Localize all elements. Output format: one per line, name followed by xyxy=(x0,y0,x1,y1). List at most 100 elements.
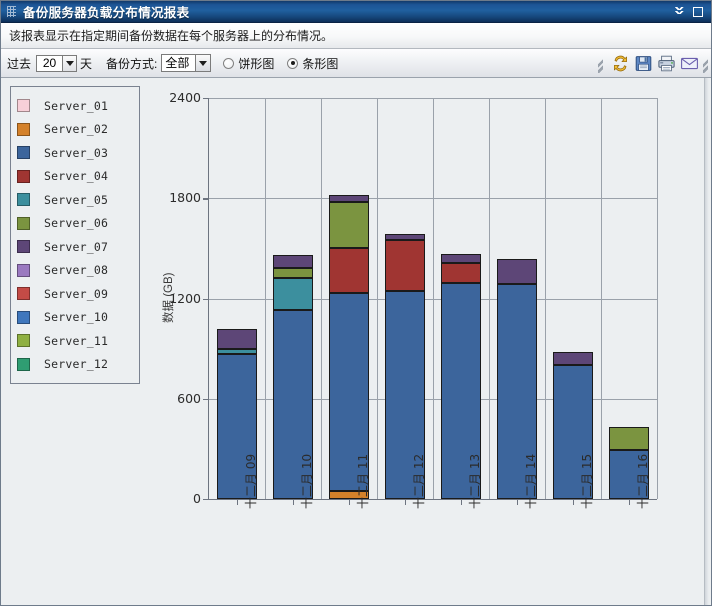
window-title: 备份服务器负载分布情况报表 xyxy=(23,6,190,20)
collapse-button[interactable] xyxy=(672,5,686,19)
bar-segment[interactable] xyxy=(217,328,257,349)
chart-type-radios: 饼形图 条形图 xyxy=(223,55,351,72)
x-tick-label: 十二月 11 xyxy=(356,453,370,509)
backup-mode-label: 备份方式: xyxy=(106,56,158,71)
bar-segment[interactable] xyxy=(217,353,257,499)
bar-segment[interactable] xyxy=(217,348,257,354)
x-tick-mark xyxy=(237,499,239,505)
legend-item[interactable]: Server_09 xyxy=(17,282,135,306)
refresh-icon[interactable] xyxy=(611,54,630,73)
bar-segment[interactable] xyxy=(273,277,313,311)
y-tick-mark xyxy=(203,298,209,300)
legend-item[interactable]: Server_01 xyxy=(17,94,135,118)
bar-segment[interactable] xyxy=(273,310,313,499)
legend-label: Server_10 xyxy=(44,310,109,325)
radio-circle-icon xyxy=(223,57,235,69)
bar-segment[interactable] xyxy=(385,240,425,291)
bar-segment[interactable] xyxy=(385,290,425,499)
legend-label: Server_03 xyxy=(44,145,109,160)
plot-area xyxy=(203,98,658,505)
x-tick-label: 十二月 12 xyxy=(412,453,426,509)
bar-segment[interactable] xyxy=(385,234,425,241)
radio-bar-chart[interactable]: 条形图 xyxy=(287,55,338,72)
radio-circle-selected-icon xyxy=(287,57,299,69)
legend-item[interactable]: Server_12 xyxy=(17,353,135,377)
legend-item[interactable]: Server_02 xyxy=(17,118,135,142)
legend-label: Server_02 xyxy=(44,122,109,137)
legend-label: Server_07 xyxy=(44,239,109,254)
legend-label: Server_01 xyxy=(44,98,109,113)
gridline-vertical xyxy=(489,98,490,499)
save-icon[interactable] xyxy=(634,54,653,73)
x-tick-label: 十二月 10 xyxy=(300,453,314,509)
bar-segment[interactable] xyxy=(609,427,649,450)
backup-mode-value[interactable]: 全部 xyxy=(161,54,196,72)
legend-swatch xyxy=(17,263,30,277)
bar-stack[interactable] xyxy=(385,98,425,499)
bar-segment[interactable] xyxy=(497,259,537,285)
grip-icon xyxy=(7,6,16,17)
bar-segment[interactable] xyxy=(329,247,369,293)
legend-swatch xyxy=(17,216,30,230)
legend-item[interactable]: Server_05 xyxy=(17,188,135,212)
report-description: 该报表显示在指定期间备份数据在每个服务器上的分布情况。 xyxy=(1,23,711,49)
legend-label: Server_04 xyxy=(44,169,109,184)
days-dropdown-button[interactable] xyxy=(62,54,78,72)
bar-segment[interactable] xyxy=(553,365,593,499)
legend-swatch xyxy=(17,122,30,136)
legend-item[interactable]: Server_04 xyxy=(17,165,135,189)
gridline-vertical xyxy=(657,98,658,499)
legend-swatch xyxy=(17,240,30,254)
y-tick-label: 1800 xyxy=(169,190,201,206)
bar-chart: 数据 (GB) 0 600 1200 1800 2400 十二月 09 十二月 10 十二月… xyxy=(151,78,703,605)
print-icon[interactable] xyxy=(657,54,676,73)
legend-item[interactable]: Server_06 xyxy=(17,212,135,236)
x-tick-mark xyxy=(461,499,463,505)
bar-stack[interactable] xyxy=(553,98,593,499)
bar-segment[interactable] xyxy=(329,292,369,492)
maximize-button[interactable] xyxy=(691,5,705,19)
radio-pie-chart[interactable]: 饼形图 xyxy=(223,55,274,72)
bar-stack[interactable] xyxy=(217,98,257,499)
bar-segment[interactable] xyxy=(329,194,369,203)
legend-item[interactable]: Server_07 xyxy=(17,235,135,259)
y-tick-label: 600 xyxy=(177,390,201,406)
bar-stack[interactable] xyxy=(497,98,537,499)
bar-segment[interactable] xyxy=(497,284,537,499)
bar-stack[interactable] xyxy=(329,98,369,499)
window-titlebar: 备份服务器负载分布情况报表 xyxy=(1,1,711,23)
bar-segment[interactable] xyxy=(441,254,481,263)
bar-stack[interactable] xyxy=(441,98,481,499)
report-content: Server_01 Server_02 Server_03 Server_04 … xyxy=(1,78,711,605)
backup-mode-select[interactable]: 全部 xyxy=(161,54,212,72)
y-tick-mark xyxy=(203,499,209,501)
legend-item[interactable]: Server_10 xyxy=(17,306,135,330)
bar-stack[interactable] xyxy=(273,98,313,499)
bar-segment[interactable] xyxy=(553,351,593,366)
vertical-scrollbar[interactable] xyxy=(704,78,711,605)
legend-item[interactable]: Server_11 xyxy=(17,329,135,353)
legend-label: Server_09 xyxy=(44,286,109,301)
legend-item[interactable]: Server_03 xyxy=(17,141,135,165)
days-stepper[interactable]: 20 xyxy=(36,54,78,72)
bar-segment[interactable] xyxy=(273,268,313,278)
x-tick-mark xyxy=(517,499,519,505)
days-input[interactable]: 20 xyxy=(36,54,63,72)
bar-stack[interactable] xyxy=(609,98,649,499)
legend-item[interactable]: Server_08 xyxy=(17,259,135,283)
backup-mode-dropdown-button[interactable] xyxy=(195,54,212,72)
bar-segment[interactable] xyxy=(441,283,481,499)
bar-segment[interactable] xyxy=(609,449,649,499)
bar-segment[interactable] xyxy=(273,255,313,269)
legend-swatch xyxy=(17,99,30,113)
bar-segment[interactable] xyxy=(329,202,369,248)
toolbar-overflow-handle[interactable] xyxy=(703,53,708,73)
bar-segment[interactable] xyxy=(441,262,481,284)
x-tick-mark xyxy=(573,499,575,505)
y-tick-label: 1200 xyxy=(169,290,201,306)
email-icon[interactable] xyxy=(680,54,699,73)
legend-label: Server_11 xyxy=(44,333,109,348)
toolbar-resize-handle[interactable] xyxy=(598,53,603,73)
bar-segment[interactable] xyxy=(329,491,369,499)
